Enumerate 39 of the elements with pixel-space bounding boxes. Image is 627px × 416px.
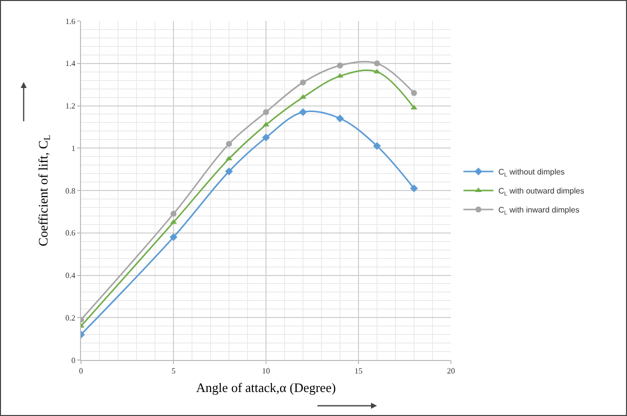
point <box>225 168 233 176</box>
y-tick-label: 1.2 <box>65 102 76 111</box>
point <box>263 109 269 116</box>
point <box>336 114 344 122</box>
point <box>262 134 270 142</box>
point <box>336 73 344 78</box>
point <box>262 122 270 126</box>
point <box>411 90 417 96</box>
x-tick-label: 20 <box>447 366 455 376</box>
y-tick-label: 1.4 <box>65 59 76 68</box>
legend-label: C$_{L}$ with outward dimples <box>498 186 584 198</box>
point <box>170 219 177 224</box>
legend-label: C$_{L}$ without dimples <box>498 168 565 178</box>
point <box>226 140 232 147</box>
y-tick-label: 0 <box>71 356 76 365</box>
x-tick-label: 15 <box>354 366 362 376</box>
y-tick-label: 0.8 <box>65 186 76 196</box>
y-tick-label: 1 <box>71 144 76 153</box>
y-tick-label: 0.2 <box>65 313 76 322</box>
y-tick-label: 1.6 <box>65 16 76 26</box>
point <box>374 68 380 74</box>
y-tick-label: 0.6 <box>65 228 76 238</box>
x-axis-title: Angle of attack,α (Degree) <box>196 380 336 396</box>
point <box>226 156 232 160</box>
x-tick-label: 10 <box>262 366 270 376</box>
legend-label: C$_{L}$ with inward dimples <box>498 206 580 216</box>
x-tick-label: 5 <box>172 366 176 376</box>
point <box>299 108 307 116</box>
point <box>337 62 343 68</box>
point <box>300 94 306 99</box>
point <box>300 79 306 86</box>
y-tick-label: 0.4 <box>65 271 76 280</box>
point <box>410 104 418 110</box>
point <box>374 60 380 66</box>
point <box>170 210 176 217</box>
x-tick-label: 0 <box>79 366 83 376</box>
point <box>170 233 178 242</box>
point <box>373 142 381 150</box>
point <box>410 184 418 192</box>
